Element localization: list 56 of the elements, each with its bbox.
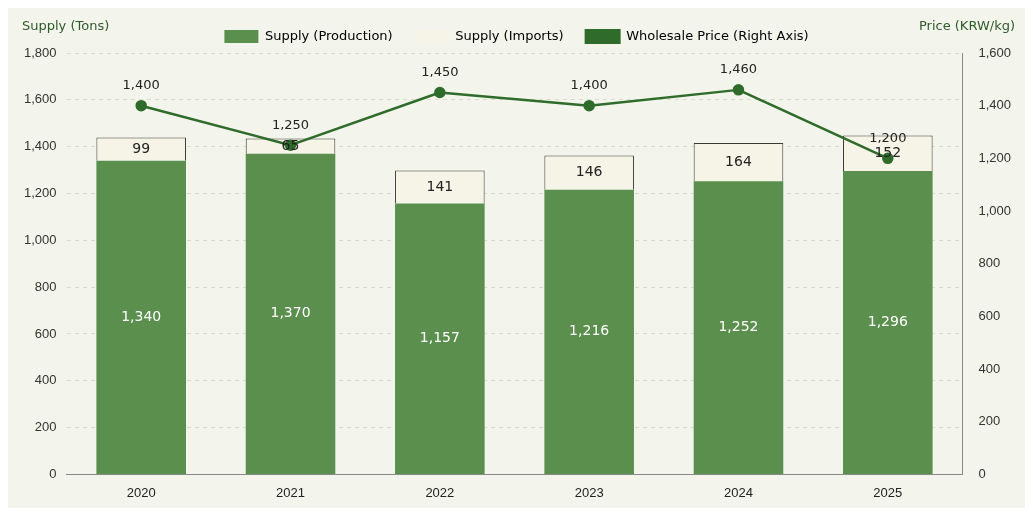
data-label: 1,400 [122, 77, 160, 93]
point [135, 99, 147, 112]
data-label: 1,200 [869, 129, 907, 145]
y-tick-label: 1,800 [23, 44, 57, 60]
data-label: 1,460 [719, 61, 758, 77]
y-tick-label: 1,200 [23, 185, 57, 201]
legend-label: Supply (Production) [264, 27, 393, 43]
data-label: 146 [575, 163, 603, 180]
bar [544, 189, 634, 474]
y2-tick-label: 1,200 [978, 149, 1012, 165]
y2-tick-label: 600 [978, 307, 1001, 323]
data-label: 1,252 [718, 318, 759, 335]
y2-tick-label: 0 [978, 465, 986, 481]
data-label: 1,216 [569, 322, 610, 339]
data-label: 1,157 [419, 329, 460, 346]
y-tick-label: 800 [34, 278, 57, 294]
legend-label: Supply (Imports) [455, 27, 564, 43]
data-label: 99 [132, 139, 151, 156]
data-label: 1,340 [121, 307, 162, 324]
point [434, 86, 446, 99]
data-label: 1,450 [421, 63, 459, 79]
x-tick-label: 2025 [873, 484, 903, 500]
y2-tick-label: 1,600 [978, 44, 1012, 60]
y-tick-label: 400 [34, 372, 57, 388]
bar [693, 181, 784, 474]
y2-tick-label: 800 [978, 255, 1001, 271]
y-tick-label: 1,400 [23, 138, 57, 154]
bar [395, 203, 485, 474]
data-label: 1,370 [270, 304, 311, 321]
legend-label: Wholesale Price (Right Axis) [626, 27, 809, 43]
data-label: 65 [281, 136, 300, 153]
x-tick-label: 2020 [126, 484, 156, 500]
data-label: 1,296 [867, 313, 908, 330]
data-label: 164 [725, 152, 752, 169]
point [732, 84, 745, 96]
bar [843, 170, 933, 474]
y-tick-label: 600 [34, 325, 57, 341]
x-tick-label: 2021 [276, 484, 305, 500]
y2-tick-label: 1,400 [978, 97, 1012, 113]
point [583, 99, 595, 112]
y2-tick-label: 1,000 [978, 202, 1012, 218]
bar [96, 160, 186, 474]
y2-axis-title: Price (KRW/kg) [918, 17, 1015, 33]
y-tick-label: 200 [34, 419, 57, 435]
y2-tick-label: 200 [978, 413, 1001, 429]
x-tick-label: 2022 [425, 484, 455, 500]
data-label: 141 [426, 177, 454, 194]
x-tick-label: 2024 [724, 484, 753, 500]
y-axis-title: Supply (Tons) [22, 17, 110, 33]
y-tick-label: 1,600 [23, 91, 57, 107]
data-label: 1,250 [271, 116, 310, 132]
y-tick-label: 1,000 [23, 231, 57, 247]
x-tick-label: 2023 [574, 484, 604, 500]
y-tick-label: 0 [49, 465, 57, 481]
y2-tick-label: 400 [978, 360, 1001, 376]
data-label: 1,400 [570, 77, 608, 93]
